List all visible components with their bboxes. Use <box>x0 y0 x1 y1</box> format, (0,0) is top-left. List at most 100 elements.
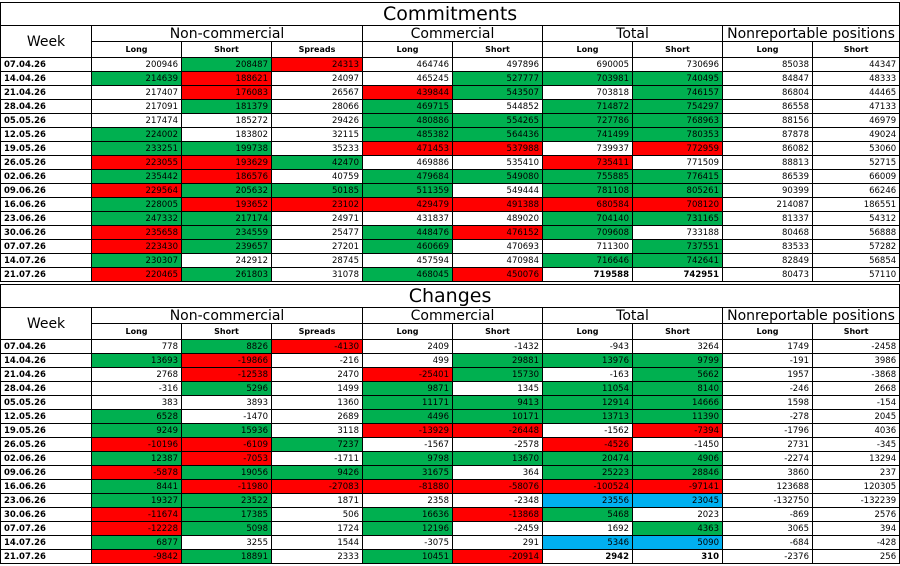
value-cell: 217474 <box>91 113 182 128</box>
value-cell: -10196 <box>91 437 182 452</box>
table-row: 26.05.26 223055 193629 42470 469886 535410 735… <box>0 155 900 170</box>
value-cell: 228005 <box>91 197 182 212</box>
value-cell: -278 <box>722 409 813 424</box>
value-cell: 8441 <box>91 479 182 494</box>
value-cell: -27083 <box>271 479 363 494</box>
value-cell: 186551 <box>811 197 900 212</box>
value-cell: 10171 <box>452 409 543 424</box>
changes-body: Changes Week Non-commercial Commercial Tota… <box>0 284 900 564</box>
value-cell: 469715 <box>362 99 453 114</box>
week-cell: 28.04.26 <box>0 99 92 114</box>
table-row: 26.05.26 -10196 -6109 7237 -1567 -2578 -4526 -1… <box>0 437 900 452</box>
week-cell: 07.04.26 <box>0 339 92 354</box>
value-cell: 183802 <box>181 127 272 142</box>
value-cell: 44465 <box>811 85 900 100</box>
value-cell: 120305 <box>811 479 900 494</box>
value-cell: 83533 <box>722 239 813 254</box>
week-header: Week <box>0 307 92 340</box>
value-cell: 1544 <box>271 535 363 550</box>
value-cell: 14666 <box>632 395 723 410</box>
value-cell: 19056 <box>181 465 272 480</box>
value-cell: 81337 <box>722 211 813 226</box>
week-cell: 19.05.26 <box>0 141 92 156</box>
value-cell: 181379 <box>181 99 272 114</box>
table-row: 19.05.26 9249 15936 3118 -13929 -26448 -1562 -7… <box>0 423 900 438</box>
column-header: Short <box>452 41 543 58</box>
value-cell: 9799 <box>632 353 723 368</box>
value-cell: 223055 <box>91 155 182 170</box>
value-cell: -2459 <box>452 521 543 536</box>
value-cell: 13693 <box>91 353 182 368</box>
value-cell: 9871 <box>362 381 453 396</box>
value-cell: 233251 <box>91 141 182 156</box>
value-cell: 543507 <box>452 85 543 100</box>
column-header: Spreads <box>271 41 363 58</box>
value-cell: 8140 <box>632 381 723 396</box>
table-row: 21.07.26 -9842 18891 2333 10451 -20914 2942 310… <box>0 549 900 564</box>
value-cell: 730696 <box>632 57 723 72</box>
week-cell: 14.04.26 <box>0 71 92 86</box>
value-cell: 15936 <box>181 423 272 438</box>
value-cell: 497896 <box>452 57 543 72</box>
value-cell: -25401 <box>362 367 453 382</box>
value-cell: 450076 <box>452 267 543 282</box>
value-cell: -11980 <box>181 479 272 494</box>
value-cell: 235442 <box>91 169 182 184</box>
column-header: Spreads <box>271 323 363 340</box>
value-cell: 431837 <box>362 211 453 226</box>
column-header: Short <box>811 41 900 58</box>
value-cell: -191 <box>722 353 813 368</box>
value-cell: 535410 <box>452 155 543 170</box>
week-cell: 07.07.26 <box>0 239 92 254</box>
column-header: Short <box>181 323 272 340</box>
table-row: 23.06.26 247332 217174 24971 431837 489020 704… <box>0 211 900 226</box>
value-cell: 12387 <box>91 451 182 466</box>
column-header: Long <box>362 323 453 340</box>
value-cell: -943 <box>542 339 633 354</box>
week-cell: 21.07.26 <box>0 267 92 282</box>
value-cell: 2668 <box>811 381 900 396</box>
week-cell: 16.06.26 <box>0 479 92 494</box>
value-cell: 6877 <box>91 535 182 550</box>
group-header-total: Total <box>542 25 723 42</box>
value-cell: 2689 <box>271 409 363 424</box>
value-cell: 239657 <box>181 239 272 254</box>
value-cell: 9249 <box>91 423 182 438</box>
value-cell: 20474 <box>542 451 633 466</box>
group-header-nonreportable: Nonreportable positions <box>721 307 900 324</box>
value-cell: -154 <box>811 395 900 410</box>
value-cell: 6528 <box>91 409 182 424</box>
week-cell: 23.06.26 <box>0 211 92 226</box>
value-cell: 57110 <box>811 267 900 282</box>
table-row: 05.05.26 217474 185272 29426 480886 554265 727… <box>0 113 900 128</box>
column-header: Long <box>362 41 453 58</box>
table-row: 07.07.26 223430 239657 27201 460669 470693 711… <box>0 239 900 254</box>
week-cell: 12.05.26 <box>0 127 92 142</box>
value-cell: 23556 <box>542 493 633 508</box>
value-cell: 4906 <box>632 451 723 466</box>
value-cell: -13929 <box>362 423 453 438</box>
value-cell: 3255 <box>181 535 272 550</box>
value-cell: 733188 <box>632 225 723 240</box>
column-header: Long <box>542 41 633 58</box>
table-row: 16.06.26 228005 193652 23102 429479 491388 680… <box>0 197 900 212</box>
value-cell: 8826 <box>181 339 272 354</box>
value-cell: 549444 <box>452 183 543 198</box>
value-cell: 549080 <box>452 169 543 184</box>
value-cell: 776415 <box>632 169 723 184</box>
value-cell: 771509 <box>632 155 723 170</box>
value-cell: 480886 <box>362 113 453 128</box>
value-cell: 31675 <box>362 465 453 480</box>
value-cell: -216 <box>271 353 363 368</box>
column-header: Short <box>452 323 543 340</box>
value-cell: 186576 <box>181 169 272 184</box>
value-cell: 18891 <box>181 549 272 564</box>
table-row: 28.04.26 217091 181379 28066 469715 544852 714… <box>0 99 900 114</box>
value-cell: -7053 <box>181 451 272 466</box>
week-header: Week <box>0 25 92 58</box>
table-row: 28.04.26 -316 5296 1499 9871 1345 11054 8140 -24… <box>0 381 900 396</box>
value-cell: 735411 <box>542 155 633 170</box>
value-cell: 16636 <box>362 507 453 522</box>
value-cell: 87878 <box>722 127 813 142</box>
table-row: 14.04.26 214639 188621 24097 465245 527777 703… <box>0 71 900 86</box>
